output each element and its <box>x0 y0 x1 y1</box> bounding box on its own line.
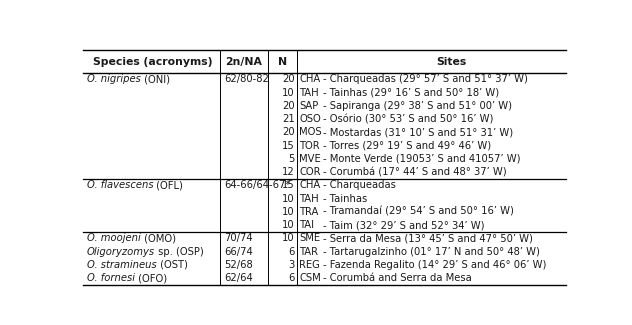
Text: - Fazenda Regalito (14° 29’ S and 46° 06’ W): - Fazenda Regalito (14° 29’ S and 46° 06… <box>323 260 546 270</box>
Text: 52/68: 52/68 <box>224 260 253 270</box>
Text: - Tramandaí (29° 54’ S and 50° 16’ W): - Tramandaí (29° 54’ S and 50° 16’ W) <box>323 207 514 217</box>
Text: - Charqueadas: - Charqueadas <box>323 180 396 190</box>
Text: - Taim (32° 29’ S and 52° 34’ W): - Taim (32° 29’ S and 52° 34’ W) <box>323 220 484 230</box>
Text: - Tainhas: - Tainhas <box>323 194 367 204</box>
Text: - Osório (30° 53’ S and 50° 16’ W): - Osório (30° 53’ S and 50° 16’ W) <box>323 114 494 124</box>
Text: CSM: CSM <box>300 273 321 283</box>
Text: (ONI): (ONI) <box>141 74 170 84</box>
Text: 15: 15 <box>282 141 295 151</box>
Text: 66/74: 66/74 <box>224 247 253 257</box>
Text: 5: 5 <box>288 154 295 164</box>
Text: - Tartarugalzinho (01° 17’ N and 50° 48’ W): - Tartarugalzinho (01° 17’ N and 50° 48’… <box>323 247 540 257</box>
Text: CHA: CHA <box>300 180 320 190</box>
Text: - Monte Verde (19053’ S and 41057’ W): - Monte Verde (19053’ S and 41057’ W) <box>323 154 520 164</box>
Text: TAH: TAH <box>300 88 319 97</box>
Text: (OMO): (OMO) <box>140 233 176 243</box>
Text: TAH: TAH <box>300 194 319 204</box>
Text: TRA: TRA <box>300 207 319 217</box>
Text: REG: REG <box>300 260 320 270</box>
Text: 10: 10 <box>282 194 295 204</box>
Text: O. nigripes: O. nigripes <box>87 74 141 84</box>
Text: Sites: Sites <box>436 57 466 67</box>
Text: O. moojeni: O. moojeni <box>87 233 140 243</box>
Text: - Tainhas (29° 16’ S and 50° 18’ W): - Tainhas (29° 16’ S and 50° 18’ W) <box>323 88 499 97</box>
Text: TAR: TAR <box>300 247 319 257</box>
Text: 12: 12 <box>282 167 295 177</box>
Text: - Charqueadas (29° 57’ S and 51° 37’ W): - Charqueadas (29° 57’ S and 51° 37’ W) <box>323 74 528 84</box>
Text: 10: 10 <box>282 88 295 97</box>
Text: 6: 6 <box>288 247 295 257</box>
Text: COR: COR <box>300 167 321 177</box>
Text: 15: 15 <box>282 180 295 190</box>
Text: Species (acronyms): Species (acronyms) <box>93 57 212 67</box>
Text: 2n/NA: 2n/NA <box>226 57 262 67</box>
Text: 64-66/64-67*: 64-66/64-67* <box>224 180 290 190</box>
Text: 20: 20 <box>282 127 295 137</box>
Text: 62/80-82: 62/80-82 <box>224 74 269 84</box>
Text: 20: 20 <box>282 101 295 111</box>
Text: TAI: TAI <box>300 220 314 230</box>
Text: SAP: SAP <box>300 101 319 111</box>
Text: - Sapiranga (29° 38’ S and 51° 00’ W): - Sapiranga (29° 38’ S and 51° 00’ W) <box>323 101 512 111</box>
Text: sp. (OSP): sp. (OSP) <box>155 247 204 257</box>
Text: (OFL): (OFL) <box>154 180 183 190</box>
Text: 20: 20 <box>282 74 295 84</box>
Text: - Mostardas (31° 10’ S and 51° 31’ W): - Mostardas (31° 10’ S and 51° 31’ W) <box>323 127 513 137</box>
Text: OSO: OSO <box>300 114 321 124</box>
Text: (OFO): (OFO) <box>135 273 167 283</box>
Text: N: N <box>277 57 287 67</box>
Text: 3: 3 <box>288 260 295 270</box>
Text: SME: SME <box>300 233 320 243</box>
Text: - Corumbá and Serra da Mesa: - Corumbá and Serra da Mesa <box>323 273 471 283</box>
Text: O. flavescens: O. flavescens <box>87 180 154 190</box>
Text: - Corumbá (17° 44’ S and 48° 37’ W): - Corumbá (17° 44’ S and 48° 37’ W) <box>323 167 506 177</box>
Text: 10: 10 <box>282 233 295 243</box>
Text: 10: 10 <box>282 207 295 217</box>
Text: - Serra da Mesa (13° 45’ S and 47° 50’ W): - Serra da Mesa (13° 45’ S and 47° 50’ W… <box>323 233 533 243</box>
Text: CHA: CHA <box>300 74 320 84</box>
Text: Oligoryzomys: Oligoryzomys <box>87 247 155 257</box>
Text: O. stramineus: O. stramineus <box>87 260 157 270</box>
Text: 6: 6 <box>288 273 295 283</box>
Text: TOR: TOR <box>300 141 320 151</box>
Text: - Torres (29° 19’ S and 49° 46’ W): - Torres (29° 19’ S and 49° 46’ W) <box>323 141 491 151</box>
Text: MOS: MOS <box>300 127 322 137</box>
Text: 10: 10 <box>282 220 295 230</box>
Text: (OST): (OST) <box>157 260 188 270</box>
Text: O. fornesi: O. fornesi <box>87 273 135 283</box>
Text: 21: 21 <box>282 114 295 124</box>
Text: MVE: MVE <box>300 154 321 164</box>
Text: 70/74: 70/74 <box>224 233 253 243</box>
Text: 62/64: 62/64 <box>224 273 253 283</box>
